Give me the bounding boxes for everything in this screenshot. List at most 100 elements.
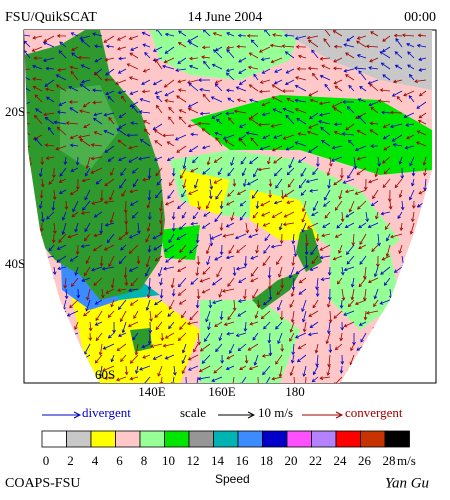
wind-arrow <box>359 233 367 245</box>
wind-arrow-head <box>323 38 327 42</box>
wind-arrow <box>320 255 331 259</box>
wind-arrow <box>106 45 115 48</box>
wind-arrow <box>340 299 343 308</box>
wind-arrow <box>39 200 43 209</box>
wind-arrow-head <box>318 120 322 124</box>
wind-arrow <box>334 131 343 136</box>
wind-arrow-head <box>64 295 69 300</box>
wind-arrow <box>81 64 91 70</box>
wind-arrow <box>108 255 115 267</box>
colorbar-tick: 2 <box>67 453 74 468</box>
wind-arrow <box>211 376 223 382</box>
wind-arrow-head <box>85 307 89 312</box>
wind-arrow-head <box>92 117 97 122</box>
wind-arrow <box>351 288 355 300</box>
wind-arrow-head <box>354 191 359 195</box>
wind-arrow <box>81 244 91 248</box>
wind-arrow <box>78 134 91 138</box>
wind-arrow-head <box>79 83 84 87</box>
wind-arrow-head <box>323 203 327 207</box>
wind-arrow <box>198 376 211 380</box>
wind-arrow-head <box>137 230 141 235</box>
wind-arrow <box>35 108 43 114</box>
wind-arrow-head <box>118 260 123 265</box>
wind-arrow <box>153 79 163 85</box>
wind-arrow <box>368 67 379 70</box>
time: 00:00 <box>404 10 436 25</box>
wind-arrow-head <box>316 163 320 167</box>
wind-arrow-head <box>345 214 350 218</box>
wind-arrow-head <box>250 273 255 277</box>
wind-arrow <box>213 49 223 59</box>
wind-arrow-head <box>371 248 375 253</box>
wind-arrow-head <box>152 235 157 240</box>
wind-arrow-head <box>311 378 316 383</box>
wind-arrow <box>382 35 391 42</box>
wind-arrow-head <box>252 336 256 341</box>
wind-arrow-head <box>283 193 288 197</box>
wind-arrow-head <box>213 180 218 184</box>
wind-arrow <box>99 365 103 377</box>
wind-arrow <box>193 343 199 353</box>
wind-arrow-head <box>69 258 74 262</box>
wind-arrow-head <box>219 227 224 231</box>
wind-arrow <box>375 211 379 219</box>
wind-arrow <box>57 244 67 250</box>
wind-arrow <box>360 332 367 343</box>
wind-arrow <box>306 178 319 183</box>
wind-arrow-head <box>341 297 346 301</box>
wind-arrow-head <box>144 272 149 277</box>
wind-arrow-head <box>416 43 421 48</box>
color-swatch <box>237 430 263 448</box>
wind-arrow-head <box>297 54 302 59</box>
wind-arrow <box>71 52 79 59</box>
wind-arrow <box>178 89 187 92</box>
wind-arrow <box>418 112 427 119</box>
wind-arrow <box>233 299 236 311</box>
wind-arrow <box>69 299 79 308</box>
wind-arrow-head <box>102 346 107 350</box>
wind-arrow <box>310 244 319 255</box>
wind-arrow <box>238 277 247 283</box>
wind-arrow <box>253 167 259 178</box>
wind-arrow <box>108 117 115 125</box>
wind-arrow-head <box>385 253 390 258</box>
wind-arrow <box>118 156 127 161</box>
wind-arrow <box>182 365 187 374</box>
wind-arrow-head <box>40 161 45 166</box>
wind-arrow <box>253 73 259 81</box>
wind-arrow <box>285 79 295 85</box>
wind-arrow-head <box>282 136 287 140</box>
wind-arrow <box>204 332 211 342</box>
wind-arrow <box>407 51 415 59</box>
wind-arrow <box>70 71 79 81</box>
wind-arrow-head <box>343 43 348 47</box>
wind-arrow-head <box>236 44 240 49</box>
wind-arrow-head <box>85 165 90 169</box>
wind-arrow-head <box>414 79 418 84</box>
wind-arrow <box>111 354 115 362</box>
wind-arrow <box>173 365 176 376</box>
wind-arrow-head <box>169 182 173 186</box>
wind-arrow-head <box>278 273 282 278</box>
wind-arrow-head <box>418 190 423 195</box>
wind-arrow-head <box>294 98 299 103</box>
wind-arrow-head <box>128 250 133 254</box>
wind-arrow <box>310 266 319 271</box>
wind-arrow-head <box>416 203 421 208</box>
wind-arrow <box>102 266 115 270</box>
wind-arrow <box>245 222 248 233</box>
wind-arrow <box>290 321 295 333</box>
wind-arrow-head <box>254 314 259 319</box>
wind-arrow-head <box>227 172 231 177</box>
wind-arrow-head <box>162 343 167 348</box>
colorbar-tick: 28 <box>383 453 396 468</box>
wind-arrow <box>150 343 163 348</box>
lon-label: 160E <box>208 384 236 399</box>
wind-arrow <box>160 200 163 212</box>
wind-arrow-head <box>417 119 422 124</box>
wind-arrow <box>178 255 187 263</box>
wind-arrow-head <box>307 332 312 337</box>
wind-arrow-head <box>347 175 351 179</box>
wind-arrow-head <box>351 242 356 246</box>
